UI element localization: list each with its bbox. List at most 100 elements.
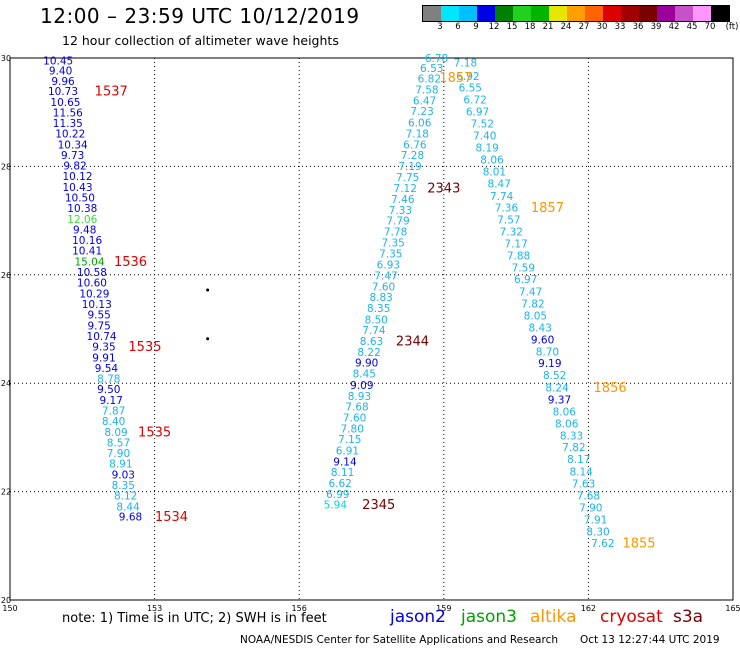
colorbar-swatch xyxy=(675,6,693,21)
wave-height-point: 7.75 xyxy=(396,172,419,184)
wave-height-point: 6.78 xyxy=(425,53,448,65)
wave-height-point: 9.91 xyxy=(92,352,115,364)
colorbar-swatch xyxy=(639,6,657,21)
wave-height-point: 8.06 xyxy=(553,406,577,418)
wave-height-point: 6.06 xyxy=(408,118,432,130)
wave-height-point: 10.34 xyxy=(58,139,88,151)
dot-marker xyxy=(206,337,210,341)
units-note: note: 1) Time is in UTC; 2) SWH is in fe… xyxy=(62,611,327,626)
colorbar-swatch xyxy=(657,6,675,21)
wave-height-point: 8.70 xyxy=(536,346,559,358)
wave-height-point: 8.06 xyxy=(480,154,504,166)
wave-height-point: 9.50 xyxy=(97,384,120,396)
wave-height-point: 8.22 xyxy=(357,347,380,359)
legend-cryosat: cryosat xyxy=(600,607,663,627)
wave-height-point: 7.63 xyxy=(572,479,595,491)
colorbar-swatch xyxy=(423,6,441,21)
wave-height-point: 11.56 xyxy=(53,107,83,119)
wave-height-point: 7.87 xyxy=(102,405,125,417)
dot-marker xyxy=(206,288,210,292)
wave-height-point: 6.99 xyxy=(326,489,349,501)
wave-height-point: 9.82 xyxy=(63,160,86,172)
wave-height-point: 7.28 xyxy=(401,150,424,162)
colorbar-label: 24 xyxy=(560,22,572,32)
wave-height-point: 6.47 xyxy=(413,95,436,107)
wave-height-point: 7.68 xyxy=(577,490,600,502)
wave-height-point: 10.12 xyxy=(62,171,92,183)
wave-height-point: 7.52 xyxy=(471,119,494,131)
wave-height-point: 9.68 xyxy=(119,512,142,524)
colorbar-labels: 3 6 9 12 15 18 21 24 27 30 33 36 39 42 45 70 (ft) xyxy=(422,22,738,34)
y-tick-label: 30 xyxy=(1,54,11,63)
wave-height-point: 8.83 xyxy=(369,292,392,304)
wave-height-point: 8.45 xyxy=(353,369,376,381)
wave-height-point: 7.33 xyxy=(389,205,412,217)
wave-height-point: 7.40 xyxy=(473,131,496,143)
wave-height-point: 8.91 xyxy=(109,459,132,471)
colorbar-label: 30 xyxy=(596,22,608,32)
colorbar-swatch xyxy=(585,6,603,21)
wave-height-point: 8.35 xyxy=(367,303,390,315)
legend-s3a: s3a xyxy=(673,607,704,627)
wave-height-point: 10.16 xyxy=(72,235,102,247)
wave-height-point: 6.53 xyxy=(420,63,443,75)
wave-height-point: 8.93 xyxy=(348,391,371,403)
wave-height-point: 9.96 xyxy=(51,76,75,88)
x-tick-label: 165 xyxy=(725,604,740,613)
wave-height-point: 9.35 xyxy=(92,341,115,353)
wave-height-point: 7.59 xyxy=(512,262,535,274)
colorbar-swatch xyxy=(549,6,567,21)
wave-height-point: 7.47 xyxy=(374,270,397,282)
wave-height-point: 7.60 xyxy=(343,412,366,424)
wave-height-point: 10.60 xyxy=(77,277,107,289)
wave-height-point: 7.80 xyxy=(341,423,364,435)
colorbar-label: 6 xyxy=(455,22,461,32)
wave-height-point: 11.35 xyxy=(53,118,83,130)
wave-height-point: 9.48 xyxy=(73,224,96,236)
wave-height-point: 7.90 xyxy=(579,502,602,514)
wave-height-point: 9.60 xyxy=(531,334,554,346)
colorbar-label: 3 xyxy=(437,22,443,32)
wave-height-point: 10.22 xyxy=(55,128,85,140)
wave-height-point: 9.14 xyxy=(333,456,357,468)
colorbar-label: 21 xyxy=(542,22,554,32)
wave-height-point: 5.94 xyxy=(324,500,348,512)
colorbar-label: 9 xyxy=(473,22,479,32)
wave-height-point: 8.43 xyxy=(529,322,552,334)
pass-time-label: 2343 xyxy=(427,182,460,197)
colorbar xyxy=(422,5,730,22)
wave-height-point: 7.15 xyxy=(338,434,361,446)
colorbar-swatch xyxy=(567,6,585,21)
wave-height-point: 7.90 xyxy=(107,448,130,460)
wave-height-point: 7.58 xyxy=(415,85,438,97)
y-tick-label: 24 xyxy=(1,379,11,388)
wave-height-point: 7.35 xyxy=(381,237,404,249)
wave-height-point: 7.74 xyxy=(362,325,386,337)
wave-height-point: 8.01 xyxy=(483,166,506,178)
y-tick-label: 22 xyxy=(1,488,11,497)
wave-height-point: 8.63 xyxy=(360,336,383,348)
wave-height-point: 8.17 xyxy=(567,454,590,466)
legend-jason2: jason2 xyxy=(390,607,446,627)
wave-height-point: 6.76 xyxy=(403,139,427,151)
colorbar-label: 33 xyxy=(614,22,626,32)
wave-height-point: 8.57 xyxy=(107,437,130,449)
wave-height-point: 8.09 xyxy=(104,427,127,439)
wave-height-point: 12.06 xyxy=(67,214,97,226)
wave-height-point: 7.78 xyxy=(384,227,407,239)
colorbar-label: 45 xyxy=(686,22,698,32)
wave-height-point: 10.65 xyxy=(50,97,80,109)
wave-height-point: 8.44 xyxy=(116,501,140,513)
wave-height-point: 6.82 xyxy=(418,74,441,86)
chart-title: 12:00 – 23:59 UTC 10/12/2019 xyxy=(40,4,360,28)
wave-height-point: 10.29 xyxy=(79,288,109,300)
wave-height-point: 8.35 xyxy=(112,480,135,492)
wave-height-point: 8.24 xyxy=(545,383,569,395)
wave-height-point: 10.13 xyxy=(82,299,112,311)
wave-height-point: 7.18 xyxy=(406,128,429,140)
wave-height-point: 7.47 xyxy=(519,287,542,299)
wave-height-point: 9.17 xyxy=(100,395,123,407)
wave-height-point: 8.47 xyxy=(488,178,511,190)
wave-height-point: 9.75 xyxy=(87,320,110,332)
pass-time-label: 1535 xyxy=(128,340,161,355)
